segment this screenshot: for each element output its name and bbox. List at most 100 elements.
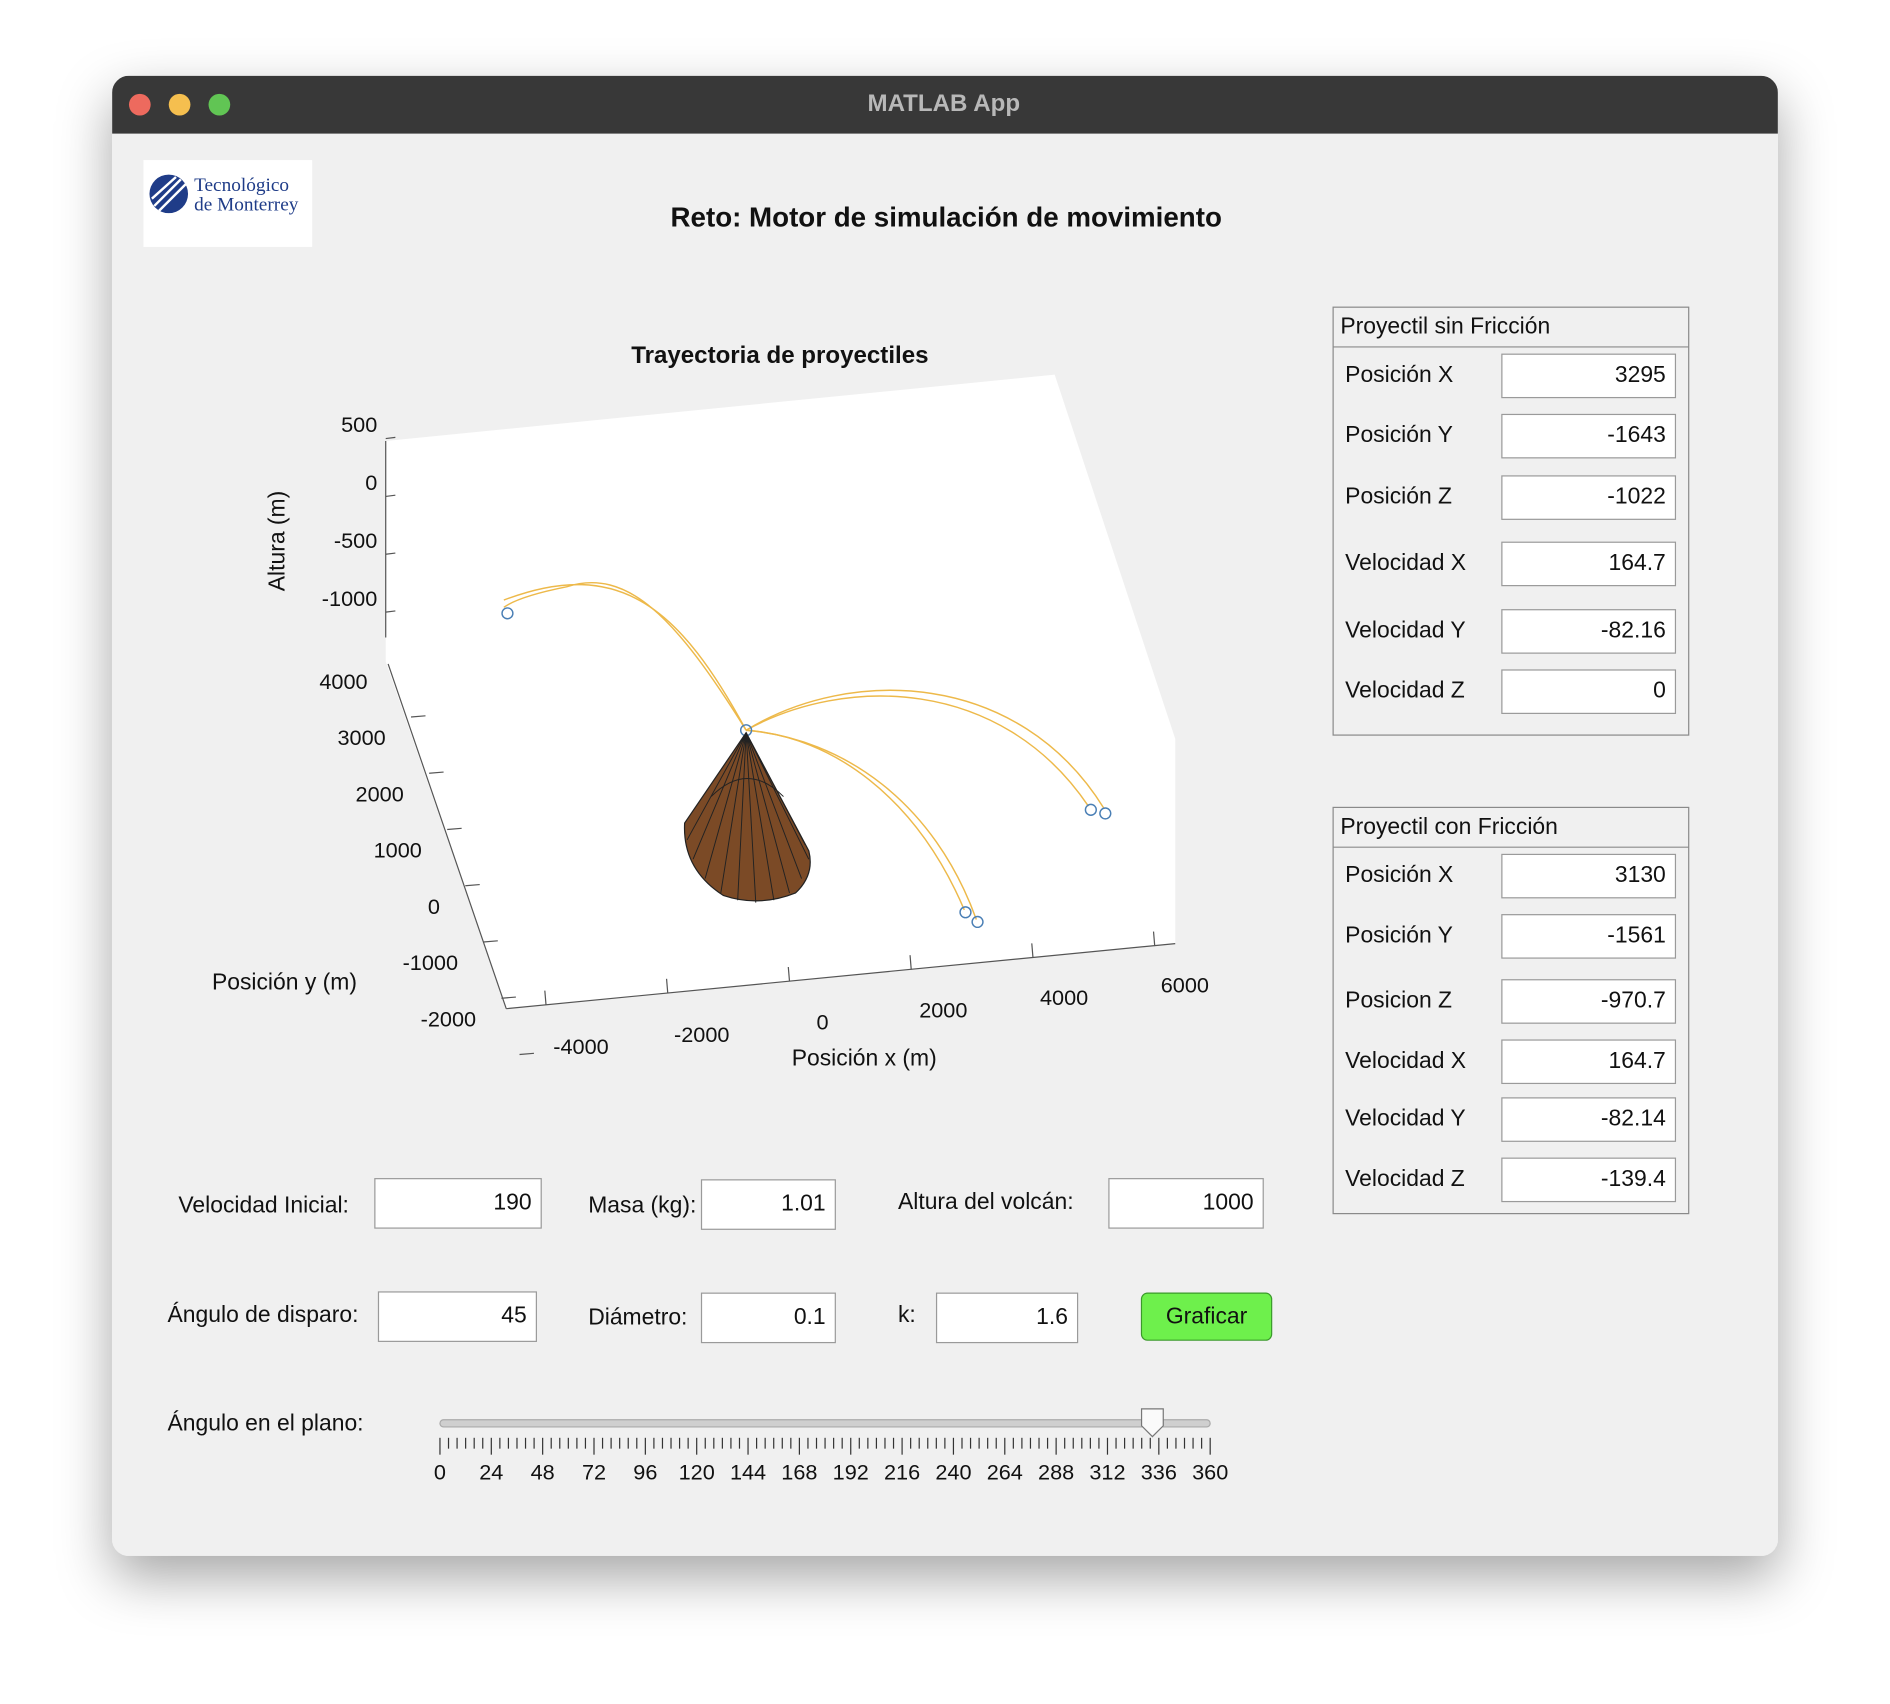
input-box[interactable] <box>700 1292 836 1344</box>
graficar-button[interactable] <box>1140 1292 1273 1341</box>
input-box[interactable] <box>935 1292 1079 1344</box>
y-tick <box>447 827 462 831</box>
field-label: Velocidad X <box>1345 1047 1466 1073</box>
slider-track[interactable] <box>439 1419 1211 1428</box>
button[interactable]: Graficar <box>1140 1292 1273 1341</box>
panel-title: Proyectil con Fricción <box>1340 813 1558 839</box>
field-box[interactable] <box>1501 353 1677 399</box>
field-value[interactable]: 164.7 <box>1609 1047 1666 1073</box>
z-axis-label: Altura (m) <box>263 491 289 591</box>
inputs: Velocidad Inicial: 190 Masa (kg): 1.01 Altur… <box>168 1178 1264 1344</box>
field-value[interactable]: -1561 <box>1607 921 1666 947</box>
input-value[interactable]: 0.1 <box>794 1303 826 1329</box>
field-label: Velocidad Y <box>1345 616 1466 642</box>
logo-text: de Monterrey <box>194 194 299 215</box>
y-tick-label: 4000 <box>319 669 367 694</box>
trajectory <box>503 584 747 731</box>
z-tick-label: 0 <box>365 470 377 495</box>
field-label: Posición Y <box>1345 921 1453 947</box>
input-value[interactable]: 45 <box>501 1302 526 1328</box>
field-box[interactable] <box>1501 413 1677 459</box>
window-title: MATLAB App <box>868 90 1021 117</box>
field-label: Posición X <box>1345 361 1453 387</box>
y-tick-label: 0 <box>428 894 440 919</box>
field-label: Posición X <box>1345 861 1453 887</box>
field-value[interactable]: -1643 <box>1607 421 1666 447</box>
field-label: Velocidad Z <box>1345 677 1465 703</box>
field-box[interactable] <box>1501 1039 1677 1085</box>
field-value[interactable]: 3295 <box>1615 361 1666 387</box>
z-tick <box>385 610 396 613</box>
minimize-button[interactable] <box>168 93 191 116</box>
input-label: k: <box>898 1301 916 1327</box>
x-tick <box>909 955 912 970</box>
field-box[interactable] <box>1501 914 1677 959</box>
zoom-button[interactable] <box>208 93 231 116</box>
field-box[interactable] <box>1501 541 1677 587</box>
x-tick-label: 0 <box>817 1010 829 1035</box>
field-label: Posición Z <box>1345 483 1452 509</box>
field-value[interactable]: -82.14 <box>1601 1105 1666 1131</box>
slider-tick-label: 288 <box>1038 1460 1074 1485</box>
field-box[interactable] <box>1501 1157 1677 1203</box>
trajectory <box>503 582 747 731</box>
title-bar <box>112 75 1778 134</box>
slider-tick-label: 48 <box>531 1460 555 1485</box>
input-value[interactable]: 1000 <box>1203 1188 1254 1214</box>
x-tick <box>665 978 669 994</box>
marker <box>501 607 514 620</box>
field-box[interactable] <box>1501 669 1677 714</box>
panel-title: Proyectil sin Fricción <box>1340 313 1550 339</box>
field-box[interactable] <box>1501 609 1677 654</box>
field-box[interactable] <box>1501 979 1677 1024</box>
field-box[interactable] <box>1501 475 1677 520</box>
field-value[interactable]: -1022 <box>1607 483 1666 509</box>
field-box[interactable] <box>1501 1097 1677 1142</box>
input-box[interactable] <box>700 1179 836 1230</box>
x-axis <box>506 943 1176 1010</box>
slider-tick-label: 96 <box>633 1460 657 1485</box>
field-value[interactable]: -139.4 <box>1601 1165 1666 1191</box>
button-label[interactable]: Graficar <box>1166 1302 1248 1328</box>
input-label: Masa (kg): <box>588 1191 696 1217</box>
y-tick <box>410 715 426 718</box>
input-label: Ángulo de disparo: <box>168 1301 359 1327</box>
slider-thumb[interactable] <box>1140 1408 1164 1438</box>
slider-tick-label: 0 <box>434 1460 446 1485</box>
y-tick-label: 2000 <box>356 781 404 806</box>
input-value[interactable]: 190 <box>493 1188 531 1214</box>
volcano-edges <box>686 732 810 903</box>
close-button[interactable] <box>128 93 151 116</box>
y-tick <box>501 996 516 999</box>
field-box[interactable] <box>1501 853 1677 899</box>
panels: Proyectil sin Fricción Posición X 3295 Posi… <box>1332 306 1690 1215</box>
trajectory <box>745 695 1090 807</box>
plot-area <box>385 374 1176 1009</box>
input-box[interactable] <box>374 1178 542 1229</box>
field-value[interactable]: -970.7 <box>1601 987 1666 1013</box>
field-label: Velocidad X <box>1345 549 1466 575</box>
input-value[interactable]: 1.01 <box>781 1190 826 1216</box>
input-box[interactable] <box>377 1291 537 1342</box>
input-label: Diámetro: <box>588 1304 687 1330</box>
field-value[interactable]: 3130 <box>1615 861 1666 887</box>
marker <box>1099 807 1112 820</box>
input-value[interactable]: 1.6 <box>1036 1303 1068 1329</box>
field-value[interactable]: -82.16 <box>1601 616 1666 642</box>
y-tick <box>429 771 444 774</box>
input-box[interactable] <box>1108 1178 1264 1229</box>
field-value[interactable]: 164.7 <box>1609 549 1666 575</box>
y-tick <box>483 940 498 943</box>
slider-tick-label: 168 <box>781 1460 817 1485</box>
marker <box>959 906 972 919</box>
y-axis <box>387 663 507 1009</box>
z-tick <box>385 552 396 555</box>
x-tick-label: -2000 <box>674 1022 729 1047</box>
x-axis-label: Posición x (m) <box>792 1044 937 1070</box>
volcano-edge <box>710 777 784 797</box>
trajectories <box>503 582 1105 920</box>
slider-tick-label: 144 <box>730 1460 766 1485</box>
field-value[interactable]: 0 <box>1653 677 1666 703</box>
x-tick <box>787 966 791 982</box>
